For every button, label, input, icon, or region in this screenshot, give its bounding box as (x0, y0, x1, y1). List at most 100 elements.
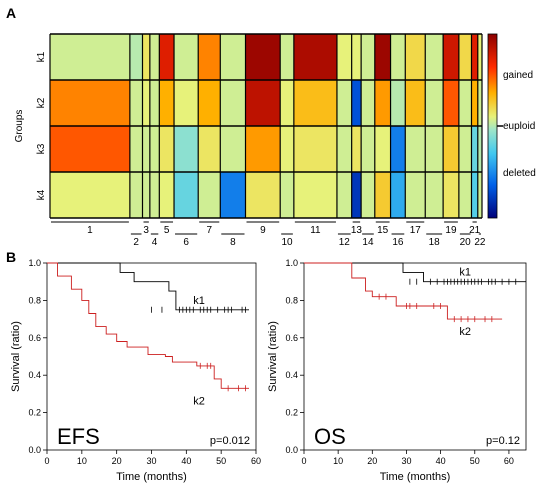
heatmap-cell (351, 126, 362, 172)
series-label-k1: k1 (459, 267, 471, 279)
heatmap-cell (159, 172, 175, 218)
x-tick-label: 60 (251, 456, 261, 466)
panel-a-label: A (6, 5, 16, 21)
heatmap-cell (293, 80, 337, 126)
heatmap-cell (159, 80, 175, 126)
heatmap-cell (351, 80, 362, 126)
y-tick-label: 0.8 (285, 295, 298, 305)
heatmap-cell (374, 172, 391, 218)
x-tick-label: 0 (301, 456, 306, 466)
chromosome-label-6: 6 (183, 237, 189, 248)
heatmap-cell (458, 126, 472, 172)
heatmap-cell (198, 126, 221, 172)
heatmap-cell (245, 172, 281, 218)
heatmap-cell (198, 34, 221, 80)
heatmap-cell (471, 126, 478, 172)
heatmap-cell (159, 34, 175, 80)
heatmap-cell (174, 80, 199, 126)
series-line-k2 (304, 262, 503, 320)
chromosome-label-4: 4 (152, 237, 158, 248)
heatmap-cell (336, 172, 352, 218)
x-tick-label: 20 (112, 456, 122, 466)
heatmap-cell (129, 172, 143, 218)
x-tick-label: 50 (470, 456, 480, 466)
heatmap-cell (149, 34, 160, 80)
series-label-k1: k1 (193, 295, 205, 307)
heatmap-cell (174, 126, 199, 172)
y-axis-title: Survival (ratio) (10, 321, 22, 392)
heatmap-cell (149, 172, 160, 218)
x-tick-label: 40 (181, 456, 191, 466)
y-tick-label: 1.0 (285, 258, 298, 268)
heatmap-cell (245, 34, 281, 80)
heatmap-cell (293, 126, 337, 172)
heatmap-cell (142, 80, 150, 126)
heatmap-cell (374, 126, 391, 172)
heatmap-cell (149, 126, 160, 172)
p-value: p=0.012 (210, 435, 250, 447)
chromosome-label-10: 10 (281, 237, 293, 248)
heatmap-cell (336, 80, 352, 126)
x-tick-label: 10 (333, 456, 343, 466)
chromosome-label-22: 22 (474, 237, 486, 248)
group-label-k4: k4 (36, 189, 47, 200)
heatmap-cell (458, 34, 472, 80)
colorbar (487, 33, 498, 219)
x-tick-label: 20 (367, 456, 377, 466)
chromosome-label-8: 8 (230, 237, 236, 248)
heatmap-cell (351, 172, 362, 218)
heatmap-cell (471, 34, 478, 80)
heatmap-cell (405, 34, 426, 80)
heatmap-cell (361, 34, 375, 80)
heatmap-cell (142, 172, 150, 218)
y-tick-label: 0.4 (28, 370, 41, 380)
heatmap-cell (149, 80, 160, 126)
heatmap-cell (425, 34, 444, 80)
plot-frame (46, 262, 257, 451)
heatmap-cell (361, 126, 375, 172)
x-axis-title: Time (months) (380, 471, 451, 483)
plot-title: OS (314, 424, 346, 449)
heatmap-cell (336, 34, 352, 80)
colorbar-label-gained: gained (503, 70, 533, 81)
heatmap-cell (443, 80, 459, 126)
heatmap-cell (280, 172, 294, 218)
series-label-k2: k2 (459, 326, 471, 338)
heatmap-cell (293, 172, 337, 218)
heatmap-cell (50, 126, 130, 172)
chromosome-label-9: 9 (260, 225, 266, 236)
series-line-k1 (47, 262, 249, 311)
heatmap-cell (336, 126, 352, 172)
x-tick-label: 60 (504, 456, 514, 466)
heatmap-cell (129, 80, 143, 126)
chromosome-label-19: 19 (445, 225, 457, 236)
heatmap-cell (220, 80, 246, 126)
heatmap-cell (374, 80, 391, 126)
heatmap-cell (245, 126, 281, 172)
heatmap-y-axis-title: Groups (14, 110, 25, 143)
y-tick-label: 0.4 (285, 370, 298, 380)
heatmap-cell (220, 172, 246, 218)
heatmap-cell (390, 80, 406, 126)
y-tick-label: 0.2 (28, 408, 41, 418)
group-label-k1: k1 (36, 51, 47, 62)
km-plot-efs: 0 10 20 30 40 50 60 0.0 0.2 0.4 0.6 0.8 1.0 Time (mon… (10, 258, 261, 483)
heatmap-cell (425, 126, 444, 172)
chromosome-label-1: 1 (87, 225, 93, 236)
chromosome-label-5: 5 (164, 225, 170, 236)
heatmap-cell (405, 80, 426, 126)
heatmap-cell (280, 34, 294, 80)
heatmap-cell (443, 172, 459, 218)
chromosome-label-11: 11 (310, 225, 321, 236)
heatmap-cell (477, 80, 482, 126)
plot-title: EFS (57, 424, 100, 449)
heatmap-cell (374, 34, 391, 80)
chromosome-label-16: 16 (392, 237, 404, 248)
heatmap-cell (443, 34, 459, 80)
colorbar-label-deleted: deleted (503, 168, 536, 179)
chromosome-label-15: 15 (377, 225, 389, 236)
heatmap-cell (280, 80, 294, 126)
heatmap-cell (129, 126, 143, 172)
chromosome-label-20: 20 (460, 237, 472, 248)
y-tick-label: 0.0 (285, 445, 298, 455)
